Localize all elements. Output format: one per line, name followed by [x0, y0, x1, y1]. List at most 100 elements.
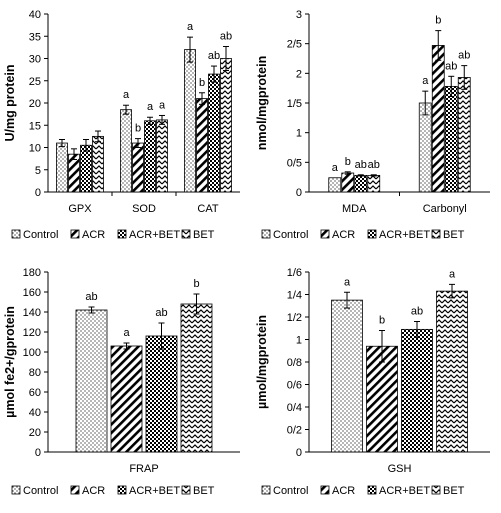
significance-label: b [135, 123, 141, 135]
y-tick-label: 2/5 [287, 39, 302, 51]
legend-label: Control [23, 485, 58, 497]
significance-label: ab [411, 306, 423, 318]
legend-swatch [11, 229, 21, 239]
y-tick-label: 60 [29, 387, 41, 399]
y-tick-label: 0/8 [287, 357, 302, 369]
legend-label: ACR+BET [129, 485, 180, 497]
legend-swatch [117, 485, 127, 495]
bar [331, 299, 363, 453]
significance-label: a [159, 99, 166, 111]
legend-swatch [261, 229, 271, 239]
y-axis-label: µmol fe2+/gprotein [3, 306, 17, 418]
legend-swatch [367, 229, 377, 239]
category-label: GPX [68, 203, 92, 215]
legend-swatch [261, 485, 271, 495]
y-tick-label: 80 [29, 367, 41, 379]
legend-swatch [431, 485, 441, 495]
bar [144, 120, 156, 193]
legend-label: ACR [332, 485, 355, 497]
y-tick-label: 120 [23, 327, 41, 339]
bar [220, 58, 232, 193]
legend-label: ACR [82, 485, 105, 497]
chart-panel-frap: 0 20 40 60 80 100 120 140 160 180 µmol fe2+/gprote… [0, 254, 250, 508]
y-tick-label: 0/2 [287, 425, 302, 437]
y-tick-label: 180 [23, 267, 41, 279]
significance-label: a [147, 101, 154, 113]
chart-panel-enzymes: 0 5 10 15 20 25 30 35 40 U/mg protein GPX a b a a SOD a b… [0, 0, 250, 254]
category-label: Carbonyl [423, 203, 467, 215]
category-label: MDA [342, 203, 367, 215]
legend-label: Control [23, 229, 58, 241]
legend-label: ACR+BET [379, 229, 430, 241]
significance-label: a [187, 21, 194, 33]
bar [110, 345, 143, 453]
category-label: CAT [197, 203, 218, 215]
y-tick-label: 20 [29, 98, 41, 110]
legend-swatch [320, 485, 330, 495]
bar [75, 309, 108, 453]
bar [145, 335, 178, 453]
legend-swatch [11, 485, 21, 495]
legend-swatch [181, 229, 191, 239]
legend-swatch [320, 229, 330, 239]
significance-label: a [449, 268, 456, 280]
significance-label: ab [368, 159, 380, 171]
bar [208, 73, 220, 193]
y-tick-label: 1/6 [287, 267, 302, 279]
bar [401, 328, 433, 453]
bar [120, 109, 132, 193]
legend-swatch [181, 485, 191, 495]
y-tick-label: 30 [29, 54, 41, 66]
legend-label: BET [193, 485, 215, 497]
significance-label: b [193, 278, 199, 290]
significance-label: a [332, 162, 339, 174]
significance-label: ab [85, 291, 97, 303]
y-tick-label: 100 [23, 347, 41, 359]
category-label: FRAP [129, 463, 158, 475]
y-tick-label: 0/4 [287, 402, 302, 414]
y-tick-label: 140 [23, 307, 41, 319]
significance-label: a [344, 276, 351, 288]
y-axis-label: U/mg protein [3, 64, 17, 141]
bar [418, 102, 432, 193]
bar [196, 98, 208, 193]
bar [436, 290, 468, 453]
y-tick-label: 35 [29, 31, 41, 43]
y-tick-label: 1/4 [287, 290, 302, 302]
y-tick-label: 0 [296, 447, 302, 459]
y-tick-label: 1/5 [287, 98, 302, 110]
bar [367, 174, 381, 193]
legend-label: Control [273, 485, 308, 497]
y-tick-label: 0/6 [287, 380, 302, 392]
legend-label: BET [443, 485, 465, 497]
chart-panel-oxidative-markers: 0 0/5 1 1/5 2 2/5 3 nmol/mgprotein a b ab ab MDA a b ab… [250, 0, 501, 254]
significance-label: a [123, 89, 130, 101]
significance-label: a [123, 327, 130, 339]
legend-label: BET [443, 229, 465, 241]
legend-swatch [70, 229, 80, 239]
category-label: GSH [388, 463, 412, 475]
bar [132, 142, 144, 193]
legend-swatch [117, 229, 127, 239]
legend-label: ACR [332, 229, 355, 241]
y-tick-label: 20 [29, 427, 41, 439]
legend-label: BET [193, 229, 215, 241]
bar [431, 45, 445, 193]
y-tick-label: 2 [296, 68, 302, 80]
y-tick-label: 15 [29, 120, 41, 132]
bar [328, 177, 342, 193]
significance-label: ab [155, 307, 167, 319]
y-tick-label: 0 [296, 187, 302, 199]
significance-label: b [435, 15, 441, 27]
y-axis-label: nmol/mgprotein [255, 56, 269, 150]
chart-gsh: 00/20/40/60/811/21/41/6µmol/mgproteinaba… [255, 267, 490, 497]
y-tick-label: 25 [29, 76, 41, 88]
significance-label: ab [445, 60, 457, 72]
legend-label: Control [273, 229, 308, 241]
bar [80, 144, 92, 193]
significance-label: b [345, 156, 351, 168]
bar [156, 119, 168, 193]
legend-swatch [367, 485, 377, 495]
